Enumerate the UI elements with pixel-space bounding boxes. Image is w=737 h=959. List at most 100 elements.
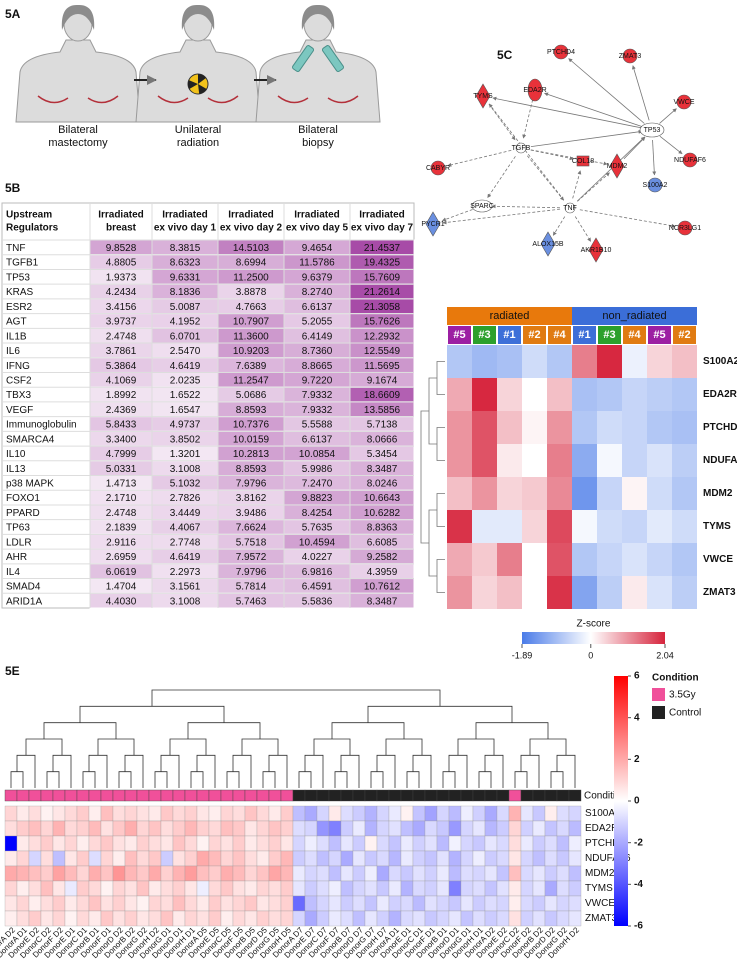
heat-cell: [304, 805, 318, 822]
incision: [157, 95, 189, 104]
column-chip: [648, 326, 671, 344]
heat-cell: [572, 510, 597, 543]
table-cell-text: 4.9737: [170, 420, 201, 431]
dendrogram: [151, 689, 441, 707]
heat-cell: [244, 805, 258, 822]
table-cell-text: KRAS: [6, 287, 34, 298]
node: [527, 78, 543, 102]
row-label: VWCE: [703, 554, 733, 565]
heat-cell: [447, 510, 472, 543]
heat-cell: [447, 411, 472, 444]
heat-cell: [232, 820, 246, 837]
table-cell-text: TP53: [6, 272, 30, 283]
heat-cell: [16, 910, 30, 927]
edge: [572, 170, 582, 199]
heat-cell: [64, 865, 78, 882]
heat-cell: [597, 576, 622, 609]
column-label: #4: [628, 329, 641, 341]
dendrogram: [385, 738, 423, 756]
node-label: TGFB: [512, 145, 531, 152]
heat-cell: [484, 880, 498, 897]
table-cell-text: 4.7999: [106, 449, 137, 460]
heat-cell: [112, 805, 126, 822]
heat-cell: [52, 865, 66, 882]
heat-cell: [532, 910, 546, 927]
node-label: MDM2: [607, 163, 628, 170]
heat-cell: [388, 820, 402, 837]
heat-cell: [436, 865, 450, 882]
dendrogram: [79, 705, 225, 723]
heat-cell: [64, 820, 78, 837]
heat-cell: [672, 510, 697, 543]
edge: [522, 99, 534, 139]
condition-cell: [268, 789, 282, 802]
heat-cell: [352, 880, 366, 897]
node-label: TYMS: [473, 93, 493, 100]
dendrogram: [226, 771, 240, 788]
heat-cell: [556, 850, 570, 867]
hair: [61, 4, 95, 30]
heat-cell: [672, 477, 697, 510]
condition-cell: [100, 789, 114, 802]
heat-cell: [508, 805, 522, 822]
table-cell-text: 8.1836: [170, 287, 201, 298]
radiation-blade: [198, 84, 207, 94]
heat-cell: [112, 910, 126, 927]
table-cell-text: 15.7609: [364, 272, 401, 283]
condition-cell: [16, 789, 30, 802]
heat-cell: [447, 444, 472, 477]
table-cell-text: 1.3201: [170, 449, 201, 460]
heat-cell: [647, 510, 672, 543]
heat-cell: [160, 910, 174, 927]
dendrogram: [187, 722, 261, 739]
heat-cell: [436, 835, 450, 852]
table-cell-text: 9.7220: [302, 375, 333, 386]
heat-cell: [76, 895, 90, 912]
table-cell-text: 5.7463: [236, 596, 267, 607]
heat-cell: [220, 895, 234, 912]
column-label: #1: [578, 329, 590, 341]
heat-cell: [497, 345, 522, 378]
heat-cell: [484, 850, 498, 867]
heat-cell: [184, 910, 198, 927]
column-label: #3: [478, 329, 490, 341]
column-chip: [523, 326, 546, 344]
edge: [442, 208, 561, 225]
table-cell-text: 7.6624: [236, 523, 267, 534]
edge: [577, 172, 610, 202]
heat-cell: [112, 865, 126, 882]
condition-cell: [328, 789, 342, 802]
node: [576, 155, 590, 167]
heat-cell: [100, 865, 114, 882]
heat-cell: [647, 543, 672, 576]
heat-cell: [352, 865, 366, 882]
heat-cell: [412, 850, 426, 867]
heat-cell: [292, 895, 306, 912]
panel-label: 5B: [5, 181, 21, 195]
heat-cell: [232, 880, 246, 897]
heat-cell: [672, 378, 697, 411]
heat-cell: [520, 895, 534, 912]
heat-cell: [496, 805, 510, 822]
heat-cell: [256, 910, 270, 927]
heat-cell: [208, 850, 222, 867]
heat-cell: [364, 880, 378, 897]
incision: [277, 95, 309, 104]
heat-cell: [64, 895, 78, 912]
legend-label: Control: [669, 708, 701, 719]
heat-cell: [622, 378, 647, 411]
heat-cell: [522, 378, 547, 411]
heat-cell: [672, 543, 697, 576]
heat-cell: [496, 850, 510, 867]
heat-cell: [522, 576, 547, 609]
heat-cell: [497, 411, 522, 444]
heat-cell: [556, 805, 570, 822]
heat-cell: [352, 820, 366, 837]
heat-cell: [268, 880, 282, 897]
heat-cell: [292, 865, 306, 882]
heat-cell: [447, 477, 472, 510]
condition-cell: [88, 789, 102, 802]
heat-cell: [436, 880, 450, 897]
row-label: S100A2: [703, 356, 737, 367]
row-label: NDUFAF6: [585, 853, 631, 864]
